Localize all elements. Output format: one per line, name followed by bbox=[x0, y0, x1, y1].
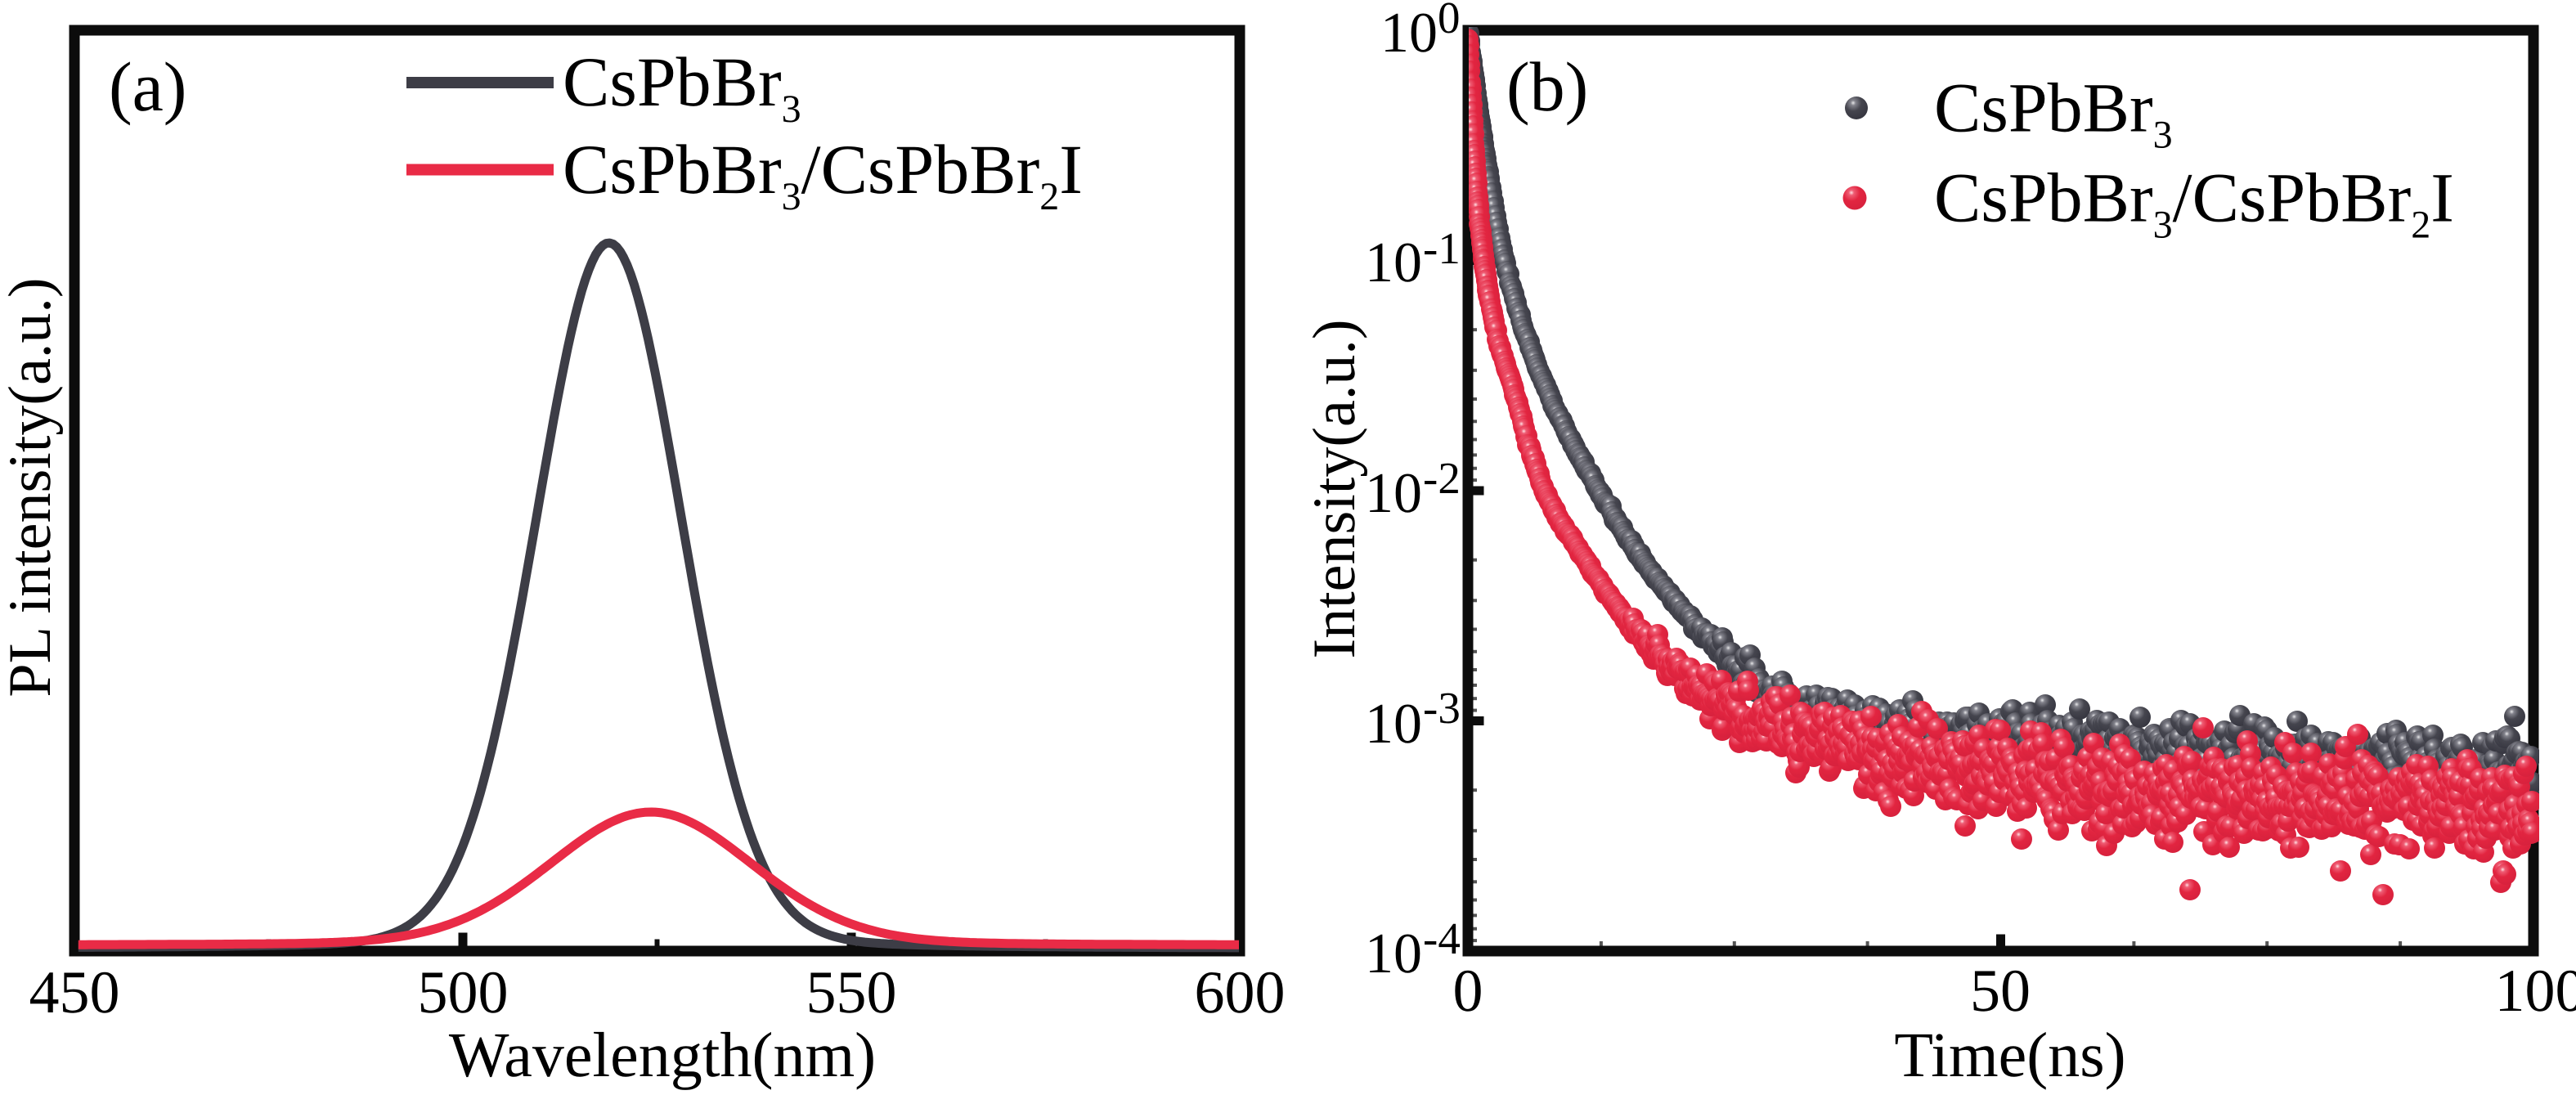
svg-text:-4: -4 bbox=[1423, 913, 1461, 963]
svg-text:10: 10 bbox=[1365, 231, 1422, 294]
svg-text:100: 100 bbox=[2495, 958, 2576, 1025]
svg-text:(b): (b) bbox=[1506, 47, 1588, 126]
svg-text:CsPbBr3/CsPbBr2I: CsPbBr3/CsPbBr2I bbox=[563, 130, 1083, 218]
svg-text:CsPbBr3: CsPbBr3 bbox=[1934, 69, 2173, 157]
svg-text:10: 10 bbox=[1365, 693, 1422, 756]
svg-text:(a): (a) bbox=[109, 47, 186, 126]
svg-text:450: 450 bbox=[29, 959, 120, 1026]
svg-text:0: 0 bbox=[1438, 0, 1461, 43]
svg-text:-1: -1 bbox=[1423, 223, 1461, 273]
svg-text:-3: -3 bbox=[1423, 683, 1461, 733]
svg-text:600: 600 bbox=[1195, 959, 1286, 1026]
svg-text:CsPbBr3/CsPbBr2I: CsPbBr3/CsPbBr2I bbox=[1934, 159, 2454, 247]
svg-text:Time(ns): Time(ns) bbox=[1894, 1019, 2125, 1090]
svg-text:550: 550 bbox=[806, 959, 897, 1026]
svg-text:500: 500 bbox=[418, 959, 509, 1026]
svg-text:10: 10 bbox=[1365, 462, 1422, 525]
svg-text:-2: -2 bbox=[1423, 453, 1461, 503]
svg-text:10: 10 bbox=[1380, 2, 1438, 65]
svg-text:CsPbBr3: CsPbBr3 bbox=[563, 43, 801, 131]
svg-text:50: 50 bbox=[1970, 958, 2031, 1025]
svg-text:Wavelength(nm): Wavelength(nm) bbox=[449, 1019, 876, 1090]
svg-text:PL intensity(a.u.): PL intensity(a.u.) bbox=[0, 277, 64, 697]
svg-text:0: 0 bbox=[1453, 958, 1483, 1025]
svg-text:10: 10 bbox=[1365, 922, 1422, 985]
svg-text:Intensity(a.u.): Intensity(a.u.) bbox=[1301, 319, 1368, 658]
